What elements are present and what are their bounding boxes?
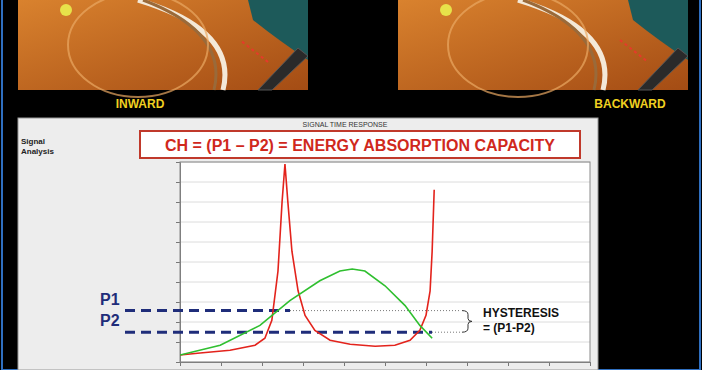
illustration-label: INWARD — [116, 97, 165, 111]
border — [2, 0, 700, 370]
y-tick — [176, 182, 180, 183]
y-tick-mark — [176, 162, 180, 163]
fovea — [60, 4, 72, 16]
reference-label: P2 — [100, 312, 120, 329]
cornea — [518, 0, 605, 90]
y-tick-mark — [176, 342, 180, 343]
y-tick — [176, 282, 180, 283]
figure: INWARD BACKWARD SIGNAL TIME RESPONSE Signal… — [0, 0, 702, 370]
x-tick — [221, 362, 222, 366]
air-puff — [620, 40, 648, 62]
probe — [638, 48, 688, 90]
lens — [68, 0, 208, 97]
cornea-inner — [143, 0, 216, 90]
brace — [462, 311, 472, 333]
annotation: HYSTERESIS — [483, 306, 559, 320]
y-tick — [176, 342, 180, 343]
x-tick-mark — [262, 362, 263, 366]
series-group — [180, 164, 434, 355]
y-tick-mark — [176, 302, 180, 303]
grid-line — [180, 182, 590, 183]
x-tick-mark — [508, 362, 509, 366]
series-line — [180, 164, 434, 355]
y-tick-mark — [176, 222, 180, 223]
reference-extension — [432, 332, 460, 333]
illustration-label: BACKWARD — [594, 97, 666, 111]
chart-title: SIGNAL TIME RESPONSE — [303, 121, 388, 128]
cornea-inner — [523, 0, 596, 90]
x-tick — [508, 362, 509, 366]
y-tick-mark — [176, 262, 180, 263]
cornea — [138, 0, 225, 90]
x-tick — [262, 362, 263, 366]
y-tick — [176, 262, 180, 263]
y-tick — [176, 202, 180, 203]
x-tick-mark — [385, 362, 386, 366]
x-tick-mark — [549, 362, 550, 366]
x-tick-mark — [590, 362, 591, 366]
eye-illustration — [18, 0, 308, 97]
grid-line — [180, 222, 590, 223]
x-tick-mark — [221, 362, 222, 366]
y-tick-mark — [176, 182, 180, 183]
y-tick — [176, 222, 180, 223]
probe — [258, 48, 308, 90]
eye-illustration — [398, 0, 688, 97]
reference-label: P1 — [100, 291, 120, 308]
x-tick — [426, 362, 427, 366]
grid-line — [180, 202, 590, 203]
y-tick-mark — [176, 282, 180, 283]
y-tick-mark — [176, 322, 180, 323]
y-tick — [176, 362, 180, 363]
grid-line — [180, 282, 590, 283]
fovea — [440, 4, 452, 16]
y-label: Analysis — [21, 147, 54, 156]
subtitle-box — [140, 131, 580, 158]
y-tick-mark — [176, 202, 180, 203]
subtitle: CH = (P1 – P2) = ENERGY ABSORPTION CAPAC… — [165, 137, 555, 154]
y-tick — [176, 302, 180, 303]
x-tick — [303, 362, 304, 366]
y-tick — [176, 162, 180, 163]
x-tick-mark — [467, 362, 468, 366]
x-tick — [344, 362, 345, 366]
x-axis — [181, 362, 591, 366]
grid-line — [180, 302, 590, 303]
x-tick-mark — [344, 362, 345, 366]
grid-line — [180, 262, 590, 263]
series-line — [180, 269, 432, 355]
x-tick — [590, 362, 591, 366]
y-tick — [176, 322, 180, 323]
x-axis-line — [181, 363, 591, 367]
reference-extension — [290, 310, 460, 311]
lens — [448, 0, 588, 97]
grid-line — [180, 242, 590, 243]
reference-line — [125, 331, 432, 334]
y-tick — [176, 242, 180, 243]
background — [0, 0, 702, 370]
x-tick — [549, 362, 550, 366]
y-tick-mark — [176, 242, 180, 243]
x-tick-mark — [303, 362, 304, 366]
eye-background — [398, 0, 688, 90]
x-tick — [385, 362, 386, 366]
eye-background — [18, 0, 308, 90]
y-tick-mark — [176, 362, 180, 363]
x-tick-mark — [426, 362, 427, 366]
x-tick — [467, 362, 468, 366]
reference-line — [125, 309, 290, 312]
air-puff — [240, 40, 268, 62]
y-label: Signal — [21, 137, 45, 146]
annotation: = (P1-P2) — [483, 321, 535, 335]
grid-line — [180, 342, 590, 343]
chart-panel — [18, 118, 598, 370]
